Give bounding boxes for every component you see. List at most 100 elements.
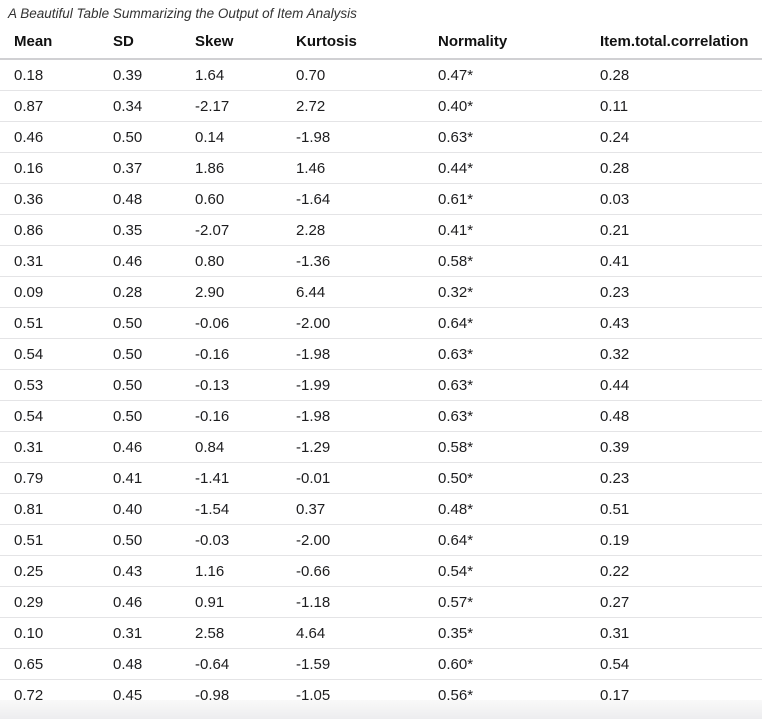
table-cell: 0.48 [586, 400, 762, 432]
table-cell: 1.86 [181, 152, 282, 184]
table-cell: 0.28 [99, 276, 181, 308]
table-cell: 0.19 [586, 524, 762, 556]
table-cell: -0.16 [181, 338, 282, 370]
table-cell: -0.64 [181, 648, 282, 680]
table-cell: -0.01 [282, 462, 424, 494]
table-cell: 0.46 [99, 431, 181, 463]
table-cell: 0.10 [0, 617, 99, 649]
table-cell: 0.32* [424, 276, 586, 308]
item-analysis-table: Mean SD Skew Kurtosis Normality Item.total.co… [0, 27, 762, 711]
table-cell: -1.98 [282, 400, 424, 432]
table-cell: 0.50 [99, 121, 181, 153]
table-cell: 0.64* [424, 524, 586, 556]
table-cell: 0.34 [99, 90, 181, 122]
column-header-mean: Mean [0, 27, 99, 60]
table-cell: -1.98 [282, 121, 424, 153]
table-cell: 1.16 [181, 555, 282, 587]
table-cell: -1.36 [282, 245, 424, 277]
table-cell: 0.50 [99, 338, 181, 370]
table-cell: 0.39 [99, 59, 181, 91]
table-cell: 0.37 [282, 493, 424, 525]
table-cell: 0.50* [424, 462, 586, 494]
table-cell: -1.59 [282, 648, 424, 680]
table-cell: -2.07 [181, 214, 282, 246]
table-cell: 0.61* [424, 183, 586, 215]
table-cell: -2.00 [282, 307, 424, 339]
table-cell: 0.31 [0, 245, 99, 277]
table-cell: 0.51 [0, 307, 99, 339]
table-cell: 0.43 [99, 555, 181, 587]
table-row: 0.29 0.46 0.91 -1.18 0.57* 0.27 [0, 586, 762, 618]
table-cell: -1.29 [282, 431, 424, 463]
table-cell: -0.13 [181, 369, 282, 401]
table-cell: -0.06 [181, 307, 282, 339]
table-cell: 0.21 [586, 214, 762, 246]
table-row: 0.54 0.50 -0.16 -1.98 0.63* 0.48 [0, 400, 762, 432]
table-cell: -1.41 [181, 462, 282, 494]
table-cell: 0.80 [181, 245, 282, 277]
table-cell: 0.91 [181, 586, 282, 618]
table-row: 0.31 0.46 0.84 -1.29 0.58* 0.39 [0, 431, 762, 463]
table-cell: 0.24 [586, 121, 762, 153]
table-cell: -1.64 [282, 183, 424, 215]
table-cell: 0.65 [0, 648, 99, 680]
table-cell: 0.81 [0, 493, 99, 525]
table-cell: 0.63* [424, 121, 586, 153]
table-cell: 2.72 [282, 90, 424, 122]
table-cell: 0.31 [0, 431, 99, 463]
table-row: 0.81 0.40 -1.54 0.37 0.48* 0.51 [0, 493, 762, 525]
table-cell: 0.50 [99, 307, 181, 339]
column-header-normality: Normality [424, 27, 586, 60]
viewer-footer-strip [0, 700, 762, 719]
table-cell: 0.23 [586, 276, 762, 308]
table-cell: 0.54 [0, 338, 99, 370]
table-cell: 0.50 [99, 369, 181, 401]
table-cell: 0.23 [586, 462, 762, 494]
table-cell: 0.18 [0, 59, 99, 91]
table-cell: 0.64* [424, 307, 586, 339]
table-cell: 0.29 [0, 586, 99, 618]
table-cell: 0.28 [586, 152, 762, 184]
table-row: 0.51 0.50 -0.03 -2.00 0.64* 0.19 [0, 524, 762, 556]
table-cell: -2.17 [181, 90, 282, 122]
table-cell: 0.22 [586, 555, 762, 587]
table-cell: -1.18 [282, 586, 424, 618]
table-cell: 0.28 [586, 59, 762, 91]
table-cell: 0.36 [0, 183, 99, 215]
table-cell: 0.87 [0, 90, 99, 122]
table-cell: 0.54 [586, 648, 762, 680]
table-cell: 0.53 [0, 369, 99, 401]
table-row: 0.16 0.37 1.86 1.46 0.44* 0.28 [0, 152, 762, 184]
table-cell: 0.46 [99, 586, 181, 618]
table-row: 0.87 0.34 -2.17 2.72 0.40* 0.11 [0, 90, 762, 122]
table-row: 0.65 0.48 -0.64 -1.59 0.60* 0.54 [0, 648, 762, 680]
table-row: 0.53 0.50 -0.13 -1.99 0.63* 0.44 [0, 369, 762, 401]
table-title: A Beautiful Table Summarizing the Output… [8, 6, 357, 21]
table-cell: 0.63* [424, 369, 586, 401]
table-cell: -0.66 [282, 555, 424, 587]
table-cell: 0.50 [99, 524, 181, 556]
table-cell: 0.51 [0, 524, 99, 556]
table-cell: 0.51 [586, 493, 762, 525]
table-cell: 2.58 [181, 617, 282, 649]
table-cell: 0.47* [424, 59, 586, 91]
table-cell: 2.90 [181, 276, 282, 308]
column-header-kurtosis: Kurtosis [282, 27, 424, 60]
table-cell: 0.27 [586, 586, 762, 618]
table-cell: 2.28 [282, 214, 424, 246]
table-cell: 0.44 [586, 369, 762, 401]
table-cell: 0.03 [586, 183, 762, 215]
table-cell: 0.31 [586, 617, 762, 649]
table-cell: 0.84 [181, 431, 282, 463]
column-header-skew: Skew [181, 27, 282, 60]
table-cell: 0.57* [424, 586, 586, 618]
table-body: 0.18 0.39 1.64 0.70 0.47* 0.28 0.87 0.34 -2.17 2.… [0, 59, 762, 711]
table-cell: 0.09 [0, 276, 99, 308]
table-cell: 1.64 [181, 59, 282, 91]
table-cell: 0.37 [99, 152, 181, 184]
table-row: 0.31 0.46 0.80 -1.36 0.58* 0.41 [0, 245, 762, 277]
table-cell: 0.54* [424, 555, 586, 587]
table-row: 0.36 0.48 0.60 -1.64 0.61* 0.03 [0, 183, 762, 215]
table-cell: 0.14 [181, 121, 282, 153]
